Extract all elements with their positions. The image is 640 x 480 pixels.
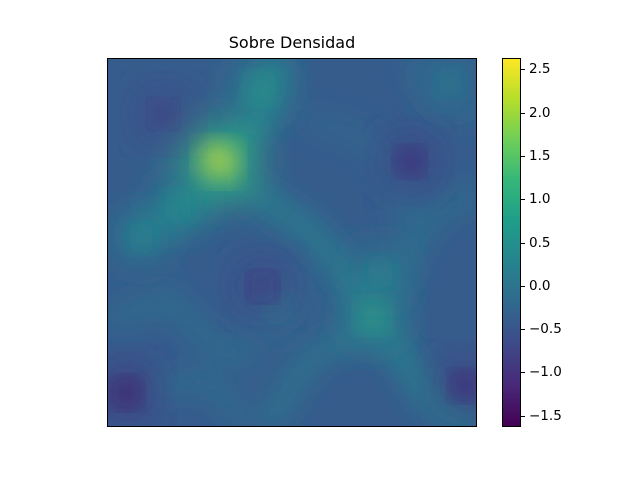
trough-core-8 bbox=[116, 382, 137, 403]
colorbar-tick-label: 1.5 bbox=[529, 147, 551, 164]
peak-core-2 bbox=[248, 78, 270, 99]
colorbar-tick-label: −1.5 bbox=[529, 407, 562, 424]
colorbar-tick-mark bbox=[520, 69, 525, 71]
trough-core-12 bbox=[154, 105, 172, 123]
colorbar-tick-mark bbox=[520, 242, 525, 244]
peak-core-3 bbox=[168, 196, 188, 216]
colorbar-tick-label: −1.0 bbox=[529, 364, 562, 381]
colorbar-tick-label: 2.0 bbox=[529, 104, 551, 121]
colorbar-tick-mark bbox=[520, 155, 525, 157]
chart-title: Sobre Densidad bbox=[228, 33, 356, 52]
colorbar-tick-mark bbox=[520, 329, 525, 331]
colorbar-tick-label: 0.5 bbox=[529, 234, 551, 251]
colorbar-tick-mark bbox=[520, 415, 525, 417]
trough-core-11 bbox=[253, 277, 272, 296]
peak-core-1 bbox=[362, 305, 384, 327]
peak-core-7 bbox=[441, 72, 460, 91]
heatmap-blobs bbox=[108, 59, 476, 419]
colorbar-tick-mark bbox=[520, 372, 525, 374]
colorbar bbox=[502, 58, 521, 427]
heatmap-svg bbox=[108, 59, 476, 426]
heatmap-plot-area bbox=[107, 58, 477, 427]
peak-core-4 bbox=[131, 229, 151, 249]
colorbar-tick-label: 2.5 bbox=[529, 61, 551, 78]
colorbar-tick-mark bbox=[520, 199, 525, 201]
colorbar-tick-label: −0.5 bbox=[529, 321, 562, 338]
colorbar-tick-mark bbox=[520, 285, 525, 287]
peak-core-0 bbox=[203, 147, 233, 177]
trough-core-9 bbox=[455, 376, 475, 396]
trough-core-10 bbox=[400, 152, 420, 172]
colorbar-tick-mark bbox=[520, 112, 525, 114]
colorbar-tick-label: 1.0 bbox=[529, 191, 551, 208]
colorbar-tick-label: 0.0 bbox=[529, 277, 551, 294]
peak-core-5 bbox=[370, 262, 390, 282]
